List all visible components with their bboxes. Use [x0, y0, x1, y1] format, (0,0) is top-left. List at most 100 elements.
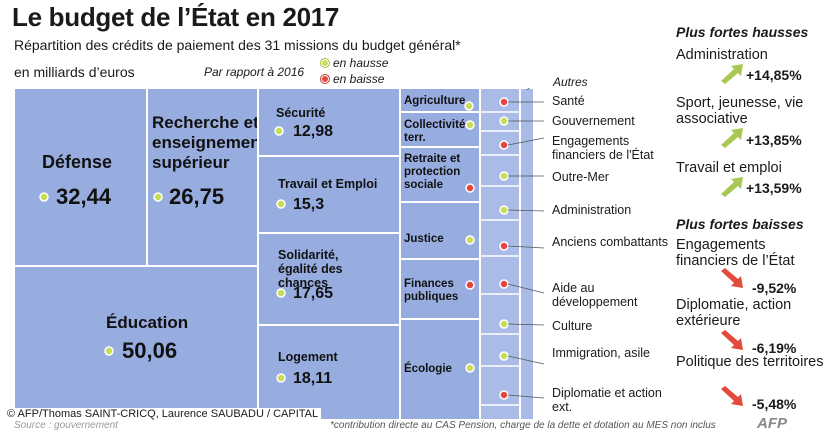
trend-dot-securite — [274, 126, 284, 136]
small-mission-label: Culture — [552, 319, 593, 333]
baisse-1-value: -9,52% — [752, 280, 797, 296]
small-mission-dot — [499, 140, 509, 150]
small-mission-label: Engagements financiers de l'État — [552, 134, 654, 162]
small-mission-dot — [499, 319, 509, 329]
photo-credit: © AFP/Thomas SAINT-CRICQ, Laurence SAUBA… — [4, 408, 322, 420]
tile-travail — [257, 155, 401, 234]
legend-up-label: en hausse — [333, 56, 389, 70]
tile-label-education: Éducation — [106, 313, 188, 332]
trend-dot-solidarite — [276, 288, 286, 298]
tile-securite — [257, 88, 401, 157]
tile-autres — [519, 88, 535, 420]
trend-dot-collectivites — [465, 120, 475, 130]
small-mission-dot — [499, 171, 509, 181]
legend-down-label: en baisse — [333, 72, 385, 86]
small-mission-dot — [499, 390, 509, 400]
tile-value-logement: 18,11 — [293, 370, 332, 387]
leader-line — [507, 137, 544, 146]
small-mission-label: Administration — [552, 203, 632, 217]
afp-logo: AFP — [757, 415, 787, 432]
leader-line — [507, 323, 544, 326]
small-mission-label: Diplomatie et action ext. — [552, 386, 662, 414]
small-mission-label: Aide au développement — [552, 281, 638, 309]
tile-label-solidarite: Solidarité, égalité des chances — [278, 248, 343, 290]
small-mission-dot — [499, 97, 509, 107]
tile-label-defense: Défense — [42, 152, 112, 172]
tile-label-justice: Justice — [404, 233, 444, 245]
trend-dot-retraite — [465, 183, 475, 193]
trend-dot-justice — [465, 235, 475, 245]
tile-value-securite: 12,98 — [293, 123, 333, 140]
small-mission-dot — [499, 116, 509, 126]
baisse-2-value: -6,19% — [752, 340, 797, 356]
trend-dot-ecologie — [465, 363, 475, 373]
tile-label-collectivites: Collectivités terr. — [404, 119, 472, 144]
tile-value-defense: 32,44 — [56, 184, 112, 209]
legend-caption: Par rapport à 2016 — [204, 65, 305, 79]
leader-line — [507, 394, 544, 399]
tile-solidarite — [257, 232, 401, 326]
subtitle: Répartition des crédits de paiement des … — [14, 37, 461, 53]
trend-dot-defense — [39, 192, 49, 202]
tile-retraite — [399, 146, 481, 203]
hausse-1-label: Administration — [676, 47, 768, 63]
tile-logement — [257, 324, 401, 420]
hausse-2-value: +13,85% — [746, 132, 802, 148]
leader-line — [507, 283, 544, 294]
trend-dot-logement — [276, 373, 286, 383]
tile-value-education: 50,06 — [122, 338, 177, 363]
trend-dot-agriculture — [464, 101, 474, 111]
small-mission-dot — [499, 205, 509, 215]
down-arrow-icon — [721, 386, 743, 406]
tile-defense — [14, 88, 148, 267]
small-mission-label: Gouvernement — [552, 114, 635, 128]
down-arrow-icon — [721, 268, 743, 288]
small-mission-label: Immigration, asile — [552, 346, 650, 360]
baisses-heading: Plus fortes baisses — [676, 216, 804, 232]
small-mission-dot — [499, 351, 509, 361]
page-title: Le budget de l’État en 2017 — [12, 2, 340, 32]
up-dot-icon — [321, 59, 329, 67]
leader-line — [507, 355, 544, 365]
footnote: *contribution directe au CAS Pension, ch… — [330, 420, 716, 431]
tile-label-ecologie: Écologie — [404, 362, 452, 375]
tile-value-recherche: 26,75 — [169, 184, 224, 209]
down-arrow-icon — [721, 330, 743, 350]
trend-dot-finances — [465, 280, 475, 290]
baisse-1-label: Engagements financiers de l’État — [676, 237, 795, 269]
tile-recherche — [146, 88, 259, 267]
tile-small-missions — [479, 88, 521, 420]
tile-label-agriculture: Agriculture — [404, 95, 465, 107]
small-mission-dot — [499, 279, 509, 289]
baisse-2-label: Diplomatie, action extérieure — [676, 297, 792, 329]
small-mission-dot — [499, 241, 509, 251]
up-arrow-icon — [721, 64, 743, 84]
treemap-chart: Défense 32,44 Recherche et enseignement supé… — [14, 88, 544, 420]
up-arrow-icon — [721, 177, 743, 197]
legend-up: en hausse — [321, 56, 388, 70]
trend-dot-recherche — [153, 192, 163, 202]
up-arrow-icon — [721, 128, 743, 148]
leader-line — [507, 209, 544, 212]
hausses-heading: Plus fortes hausses — [676, 24, 809, 40]
hausse-1-value: +14,85% — [746, 67, 802, 83]
small-mission-label: Santé — [552, 94, 585, 108]
trend-dot-education — [104, 346, 114, 356]
tile-label-travail: Travail et Emploi — [278, 177, 377, 191]
small-mission-label: Outre-Mer — [552, 170, 609, 184]
hausse-3-label: Travail et emploi — [676, 160, 782, 176]
leader-line — [507, 245, 544, 249]
autres-label: Autres — [553, 75, 588, 89]
tile-label-securite: Sécurité — [276, 106, 325, 120]
tile-label-recherche: Recherche et enseignement supérieur — [152, 113, 267, 172]
small-mission-label: Anciens combattants — [552, 235, 669, 249]
tile-justice — [399, 201, 481, 260]
tile-value-solidarite: 17,65 — [293, 285, 333, 302]
baisse-3-label: Politique des territoires — [676, 354, 824, 370]
tile-label-retraite: Retraite et protection sociale — [404, 153, 460, 191]
legend-down: en baisse — [321, 72, 384, 86]
tile-value-travail: 15,3 — [293, 196, 324, 213]
trend-dot-travail — [276, 199, 286, 209]
source-note: Source : gouvernement — [14, 420, 118, 431]
leader-line-autres — [526, 88, 530, 91]
